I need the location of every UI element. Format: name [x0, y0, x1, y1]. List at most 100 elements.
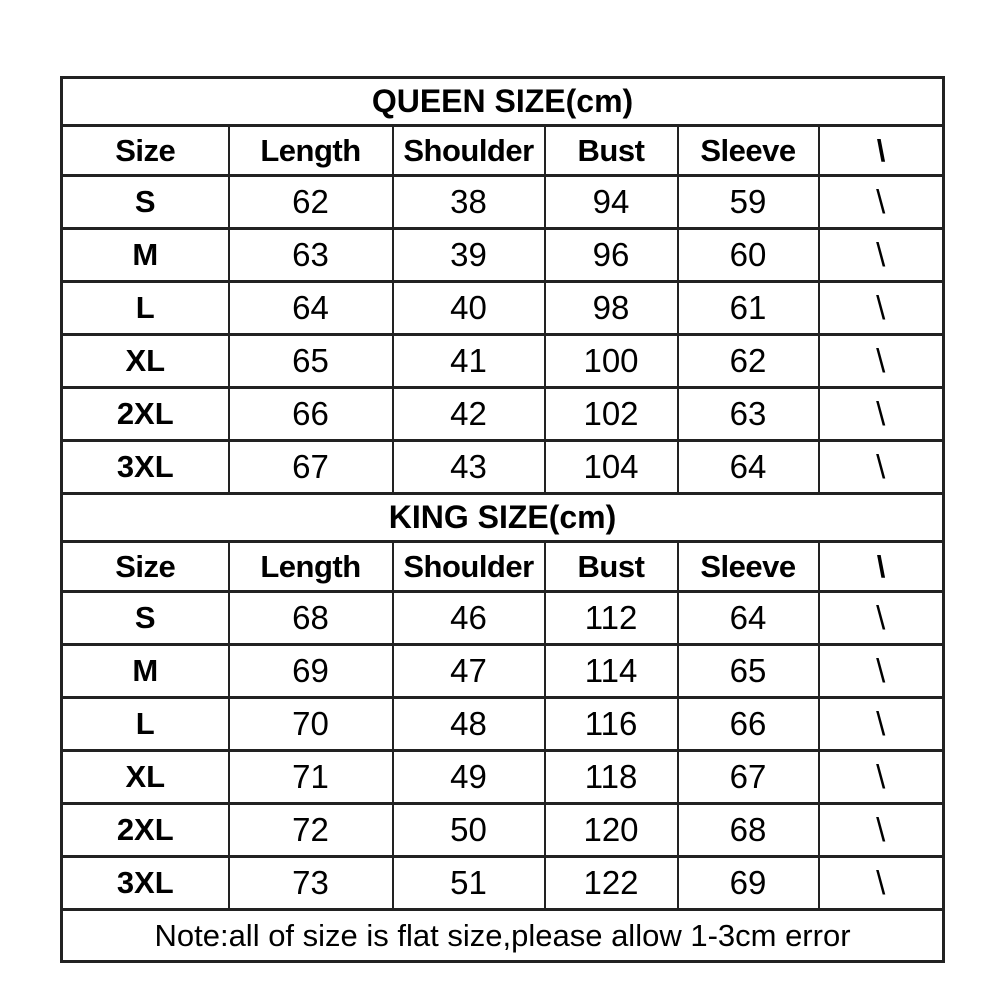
column-header-bust: Bust: [543, 124, 679, 177]
size-label-cell: 3XL: [60, 439, 230, 495]
queen-header-row: Size Length Shoulder Bust Sleeve \: [60, 124, 945, 177]
length-cell: 70: [227, 696, 394, 752]
length-cell: 67: [227, 439, 394, 495]
table-row: L 64 40 98 61 \: [60, 280, 945, 336]
sleeve-cell: 63: [676, 386, 820, 442]
table-row: 3XL 73 51 122 69 \: [60, 855, 945, 911]
table-row: XL 65 41 100 62 \: [60, 333, 945, 389]
slash-cell: \: [817, 174, 945, 230]
note-row: Note:all of size is flat size,please all…: [60, 908, 945, 963]
bust-cell: 96: [543, 227, 679, 283]
slash-cell: \: [817, 802, 945, 858]
shoulder-cell: 46: [391, 590, 546, 646]
size-label-cell: L: [60, 696, 230, 752]
slash-cell: \: [817, 439, 945, 495]
shoulder-cell: 40: [391, 280, 546, 336]
table-row: M 69 47 114 65 \: [60, 643, 945, 699]
column-header-shoulder: Shoulder: [391, 124, 546, 177]
sleeve-cell: 67: [676, 749, 820, 805]
column-header-sleeve: Sleeve: [676, 124, 820, 177]
slash-cell: \: [817, 333, 945, 389]
shoulder-cell: 42: [391, 386, 546, 442]
size-label-cell: 3XL: [60, 855, 230, 911]
bust-cell: 122: [543, 855, 679, 911]
column-header-size: Size: [60, 540, 230, 593]
size-chart-table: QUEEN SIZE(cm) Size Length Shoulder Bust…: [60, 76, 945, 963]
slash-cell: \: [817, 749, 945, 805]
bust-cell: 116: [543, 696, 679, 752]
slash-cell: \: [817, 855, 945, 911]
length-cell: 64: [227, 280, 394, 336]
queen-table-title: QUEEN SIZE(cm): [60, 76, 945, 127]
table-row: S 62 38 94 59 \: [60, 174, 945, 230]
table-row: 3XL 67 43 104 64 \: [60, 439, 945, 495]
size-label-cell: S: [60, 174, 230, 230]
size-label-cell: M: [60, 227, 230, 283]
length-cell: 71: [227, 749, 394, 805]
note-bar: Note:all of size is flat size,please all…: [60, 908, 945, 963]
bust-cell: 100: [543, 333, 679, 389]
table-row: L 70 48 116 66 \: [60, 696, 945, 752]
size-label-cell: M: [60, 643, 230, 699]
sleeve-cell: 69: [676, 855, 820, 911]
length-cell: 72: [227, 802, 394, 858]
sleeve-cell: 59: [676, 174, 820, 230]
length-cell: 68: [227, 590, 394, 646]
length-cell: 63: [227, 227, 394, 283]
table-row: M 63 39 96 60 \: [60, 227, 945, 283]
table-row: 2XL 66 42 102 63 \: [60, 386, 945, 442]
table-row: 2XL 72 50 120 68 \: [60, 802, 945, 858]
column-header-bust: Bust: [543, 540, 679, 593]
bust-cell: 102: [543, 386, 679, 442]
size-label-cell: XL: [60, 333, 230, 389]
slash-cell: \: [817, 280, 945, 336]
bust-cell: 118: [543, 749, 679, 805]
sleeve-cell: 66: [676, 696, 820, 752]
bust-cell: 104: [543, 439, 679, 495]
queen-title-row: QUEEN SIZE(cm): [60, 76, 945, 127]
size-label-cell: 2XL: [60, 386, 230, 442]
length-cell: 73: [227, 855, 394, 911]
shoulder-cell: 50: [391, 802, 546, 858]
bust-cell: 98: [543, 280, 679, 336]
bust-cell: 94: [543, 174, 679, 230]
column-header-slash: \: [817, 124, 945, 177]
shoulder-cell: 49: [391, 749, 546, 805]
slash-cell: \: [817, 696, 945, 752]
bust-cell: 114: [543, 643, 679, 699]
shoulder-cell: 47: [391, 643, 546, 699]
shoulder-cell: 38: [391, 174, 546, 230]
size-label-cell: XL: [60, 749, 230, 805]
king-title-row: KING SIZE(cm): [60, 492, 945, 543]
bust-cell: 120: [543, 802, 679, 858]
size-label-cell: 2XL: [60, 802, 230, 858]
length-cell: 66: [227, 386, 394, 442]
sleeve-cell: 68: [676, 802, 820, 858]
king-table-title: KING SIZE(cm): [60, 492, 945, 543]
column-header-sleeve: Sleeve: [676, 540, 820, 593]
sleeve-cell: 60: [676, 227, 820, 283]
sleeve-cell: 62: [676, 333, 820, 389]
column-header-slash: \: [817, 540, 945, 593]
sleeve-cell: 64: [676, 590, 820, 646]
sleeve-cell: 64: [676, 439, 820, 495]
column-header-length: Length: [227, 124, 394, 177]
size-label-cell: L: [60, 280, 230, 336]
column-header-size: Size: [60, 124, 230, 177]
sleeve-cell: 65: [676, 643, 820, 699]
length-cell: 69: [227, 643, 394, 699]
shoulder-cell: 43: [391, 439, 546, 495]
length-cell: 62: [227, 174, 394, 230]
shoulder-cell: 39: [391, 227, 546, 283]
slash-cell: \: [817, 227, 945, 283]
table-row: XL 71 49 118 67 \: [60, 749, 945, 805]
king-header-row: Size Length Shoulder Bust Sleeve \: [60, 540, 945, 593]
slash-cell: \: [817, 590, 945, 646]
size-label-cell: S: [60, 590, 230, 646]
table-row: S 68 46 112 64 \: [60, 590, 945, 646]
shoulder-cell: 51: [391, 855, 546, 911]
shoulder-cell: 48: [391, 696, 546, 752]
bust-cell: 112: [543, 590, 679, 646]
length-cell: 65: [227, 333, 394, 389]
